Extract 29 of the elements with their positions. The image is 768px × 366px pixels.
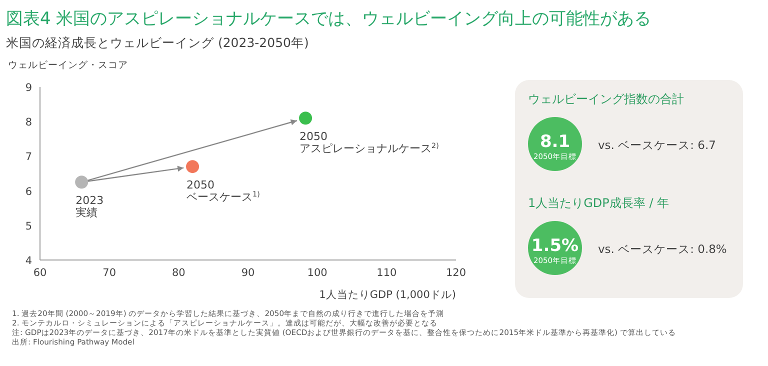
x-tick-label: 90 [241, 267, 255, 279]
y-tick-label: 5 [25, 220, 32, 232]
x-tick-label: 120 [446, 267, 466, 279]
x-axis-title: 1人当たりGDP (1,000ドル) [319, 289, 456, 301]
annotation: 2023 実績 [76, 194, 104, 220]
x-tick-label: 60 [33, 267, 47, 279]
annotation: 2050 ベースケース$^{1)}$ [186, 178, 260, 204]
y-tick-label: 4 [25, 255, 32, 267]
y-tick-label: 7 [25, 151, 32, 164]
annotation: 2050 アスピレーショナルケース$^{2)}$ [300, 130, 440, 156]
x-tick-label: 110 [376, 267, 397, 279]
text: vs. ベースケース: 0.8% [598, 242, 727, 256]
x-tick-label: 70 [102, 267, 116, 279]
text: 8.1 [540, 132, 570, 152]
x-tick-label: 80 [172, 267, 186, 279]
x-tick-label: 100 [307, 267, 328, 279]
y-tick-label: 6 [25, 186, 32, 198]
point [75, 176, 88, 189]
text: 1.5% [531, 236, 579, 256]
point [299, 112, 312, 125]
point [186, 160, 200, 174]
y-axis-title: ウェルビーイング・スコア [8, 60, 128, 71]
chart-title: 図表4 米国のアスピレーショナルケースでは、ウェルビーイング向上の可能性がある [6, 9, 652, 29]
text: vs. ベースケース: 6.7 [598, 138, 716, 152]
y-tick-label: 8 [25, 116, 32, 129]
chart-subtitle: 米国の経済成長とウェルビーイング (2023-2050年) [6, 35, 309, 50]
text: 1人当たりGDP成長率 / 年 [528, 196, 670, 210]
y-tick-label: 9 [25, 82, 32, 94]
text: ウェルビーイング指数の合計 [528, 92, 684, 106]
